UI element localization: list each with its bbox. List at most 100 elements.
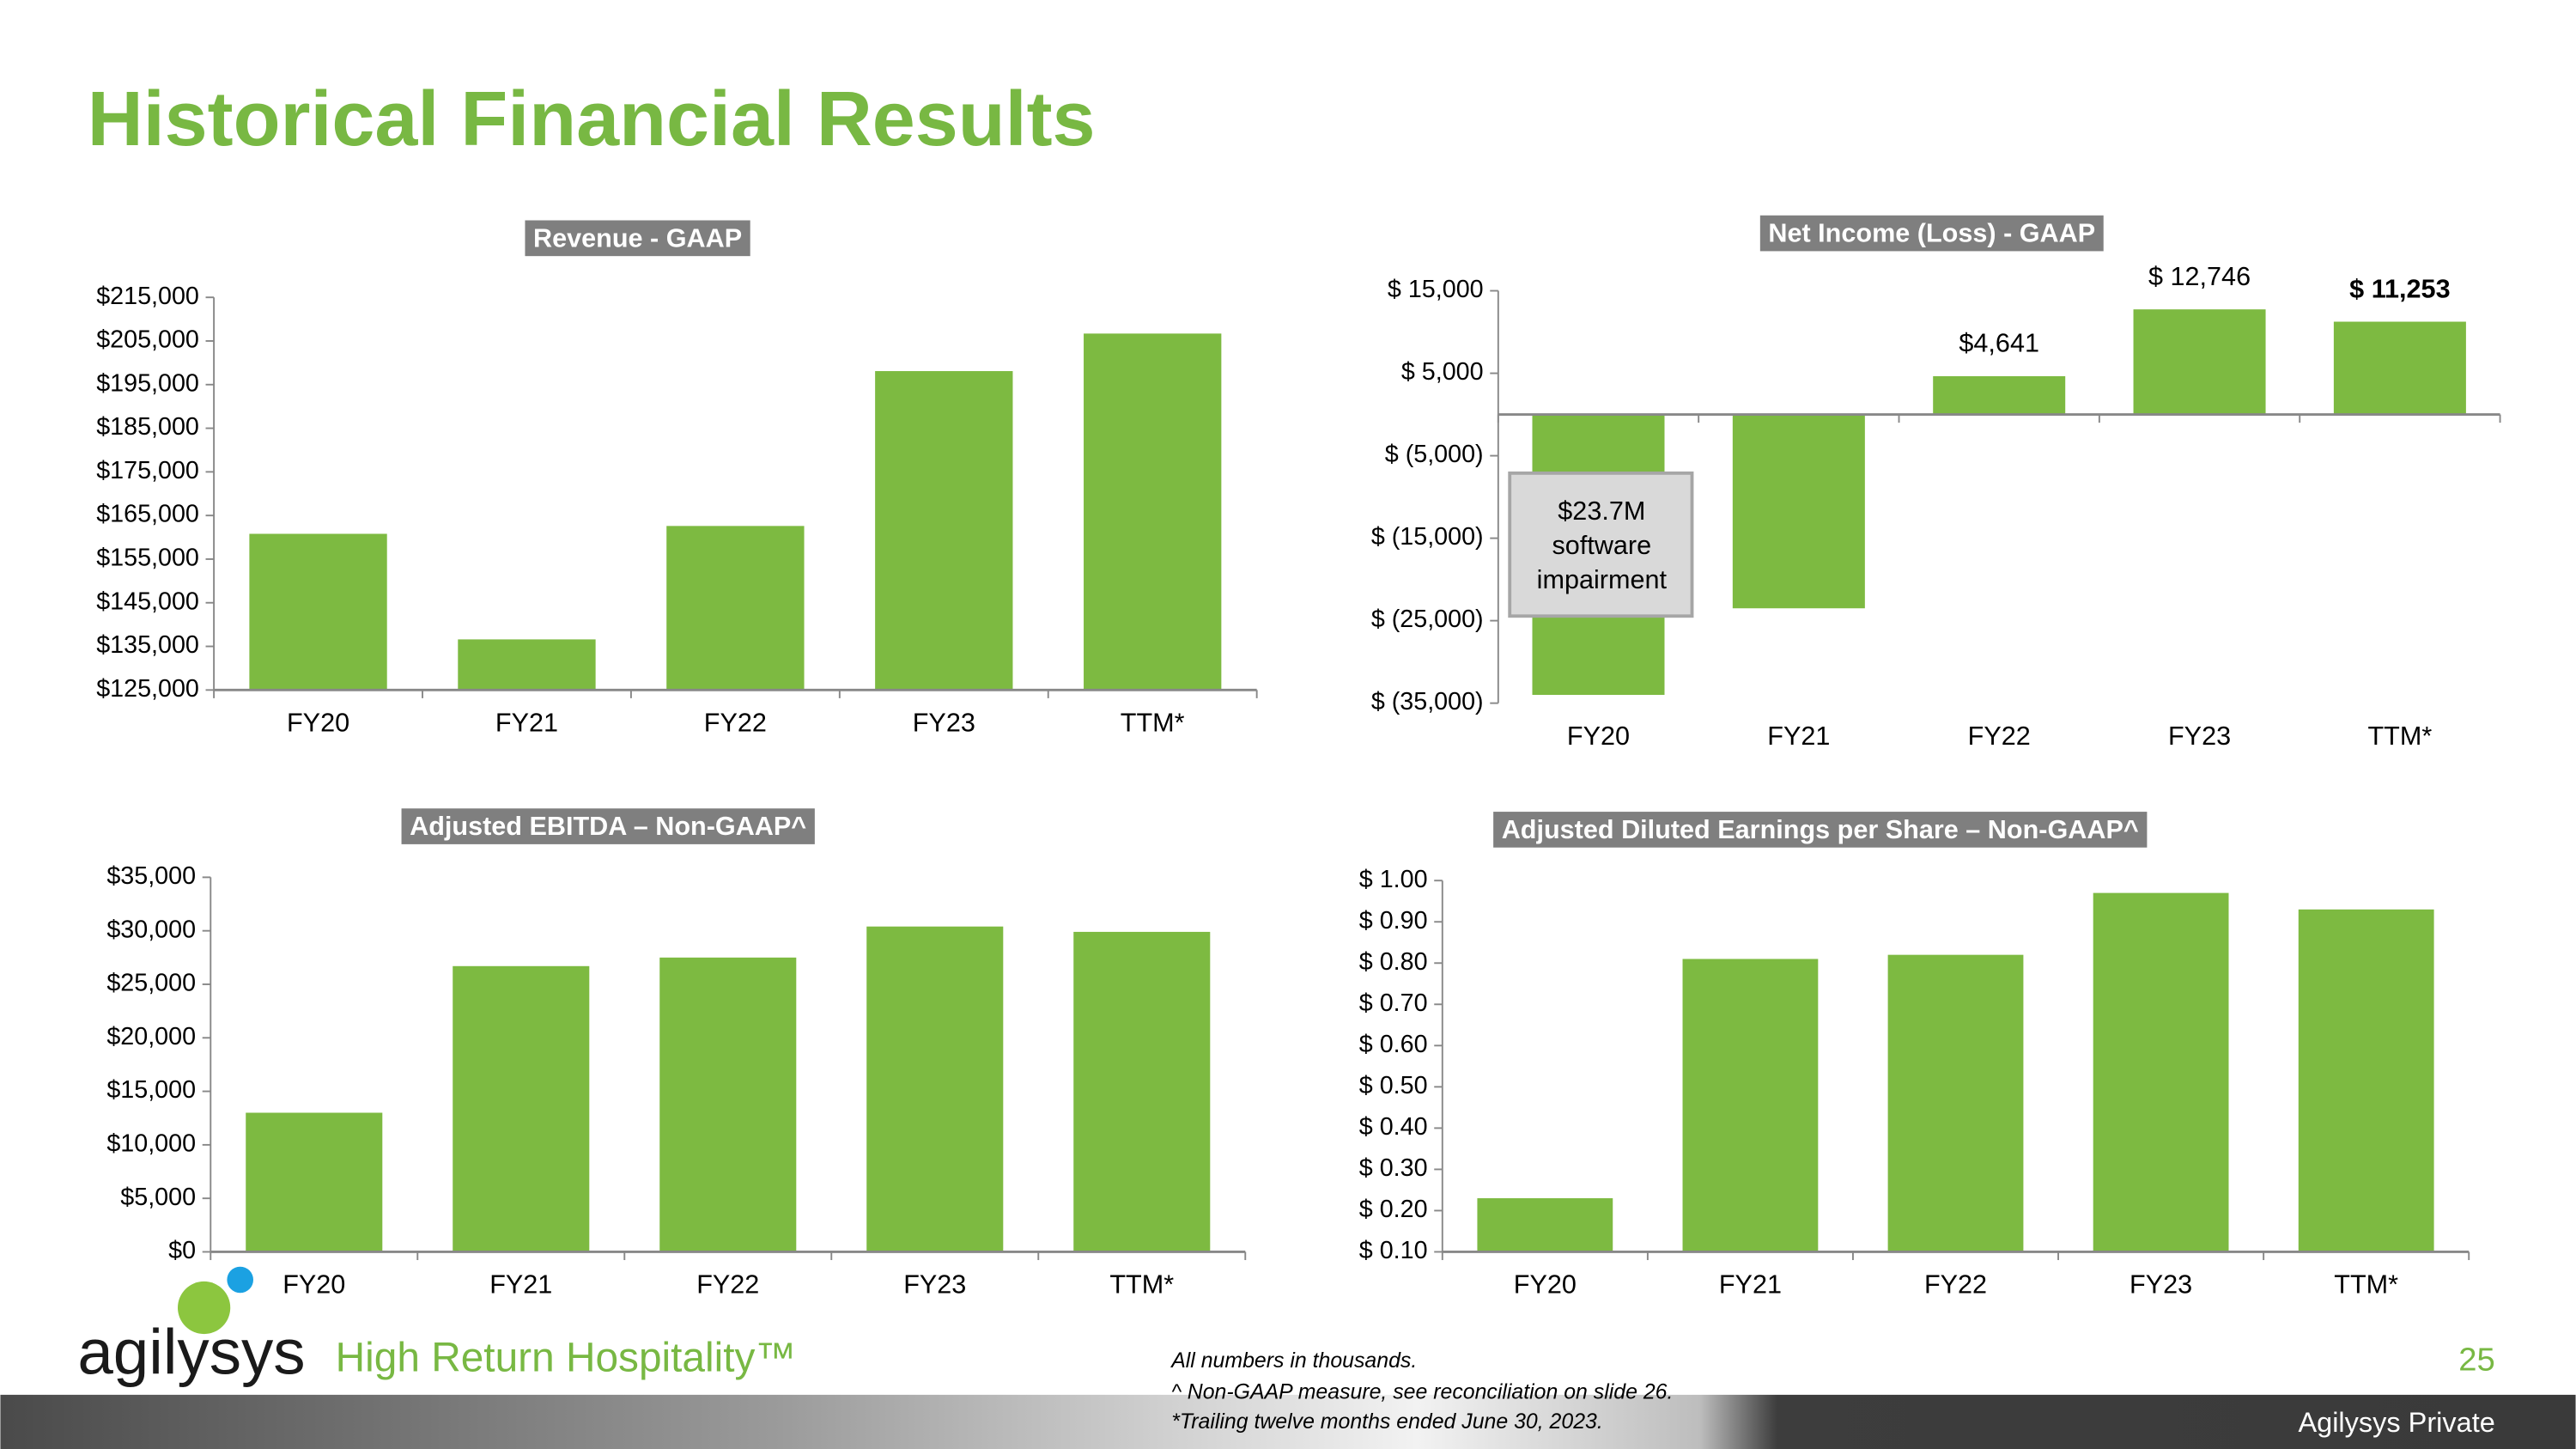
- note: *Trailing twelve months ended June 30, 2…: [1171, 1409, 1603, 1434]
- y-tick-label: $5,000: [120, 1184, 196, 1211]
- y-tick-label: $ (25,000): [1371, 606, 1484, 633]
- y-tick-label: $15,000: [106, 1076, 196, 1104]
- y-tick-label: $10,000: [106, 1129, 196, 1157]
- x-tick-label: FY21: [1767, 721, 1830, 751]
- y-tick-label: $30,000: [106, 916, 196, 943]
- y-tick-label: $ 0.80: [1359, 948, 1428, 976]
- logo-name: agilysys: [77, 1316, 305, 1388]
- chart-title: Adjusted EBITDA – Non-GAAP^: [410, 812, 806, 841]
- y-tick-label: $ 5,000: [1401, 358, 1484, 386]
- y-tick-label: $185,000: [96, 413, 199, 441]
- bar: [1887, 954, 2024, 1252]
- note: All numbers in thousands.: [1170, 1349, 1417, 1373]
- x-tick-label: FY22: [1924, 1270, 1987, 1300]
- y-tick-label: $0: [168, 1237, 196, 1264]
- chart-title-box: [525, 220, 750, 257]
- bar: [1732, 414, 1865, 609]
- y-tick-label: $125,000: [96, 675, 199, 703]
- bar: [1084, 333, 1222, 691]
- bar: [249, 533, 387, 691]
- y-tick-label: $ 0.50: [1359, 1072, 1428, 1099]
- x-tick-label: FY23: [2168, 721, 2231, 751]
- y-tick-label: $ 0.60: [1359, 1031, 1428, 1058]
- x-tick-label: FY23: [2129, 1270, 2192, 1300]
- data-label: $ 12,746: [2148, 262, 2251, 291]
- y-tick-label: $20,000: [106, 1023, 196, 1050]
- chart-title-box: [1759, 215, 2104, 252]
- y-tick-label: $205,000: [96, 326, 199, 354]
- y-tick-label: $ 15,000: [1388, 276, 1484, 303]
- data-label: $4,641: [1959, 329, 2039, 358]
- y-tick-label: $ (35,000): [1371, 688, 1484, 715]
- y-tick-label: $ 0.30: [1359, 1154, 1428, 1182]
- footer-bar: [0, 1394, 2576, 1449]
- slide-title: Historical Financial Results: [88, 76, 1096, 162]
- y-tick-label: $ 0.90: [1359, 907, 1428, 935]
- y-tick-label: $215,000: [96, 283, 199, 310]
- y-tick-label: $135,000: [96, 631, 199, 659]
- y-tick-label: $35,000: [106, 862, 196, 890]
- x-tick-label: TTM*: [2334, 1270, 2398, 1300]
- bar: [1477, 1198, 1613, 1252]
- logo-dot: [178, 1281, 231, 1335]
- y-tick-label: $ (15,000): [1371, 523, 1484, 551]
- x-tick-label: TTM*: [1121, 709, 1185, 738]
- y-tick-label: $25,000: [106, 970, 196, 997]
- x-tick-label: FY22: [1968, 721, 2031, 751]
- annotation: software: [1552, 531, 1652, 560]
- annotation-box: [1508, 471, 1694, 618]
- y-tick-label: $ (5,000): [1385, 441, 1484, 468]
- x-tick-label: FY20: [1514, 1270, 1577, 1300]
- bar: [246, 1112, 383, 1252]
- bar: [866, 926, 1004, 1252]
- y-tick-label: $ 0.10: [1359, 1237, 1428, 1264]
- x-tick-label: FY23: [913, 709, 975, 738]
- bar: [458, 639, 596, 691]
- chart-title-box: [1493, 812, 2148, 848]
- y-tick-label: $ 0.20: [1359, 1196, 1428, 1223]
- chart-title: Adjusted Diluted Earnings per Share – No…: [1502, 815, 2139, 844]
- y-tick-label: $ 1.00: [1359, 866, 1428, 893]
- bar: [2093, 892, 2229, 1252]
- logo-tagline: High Return Hospitality™: [336, 1335, 797, 1380]
- annotation: impairment: [1537, 565, 1668, 594]
- y-tick-label: $195,000: [96, 369, 199, 397]
- bar: [453, 965, 590, 1252]
- y-tick-label: $165,000: [96, 501, 199, 528]
- y-tick-label: $ 0.70: [1359, 989, 1428, 1017]
- bar: [659, 957, 797, 1252]
- data-label: $ 11,253: [2349, 274, 2450, 303]
- y-tick-label: $ 0.40: [1359, 1113, 1428, 1141]
- x-tick-label: TTM*: [1109, 1270, 1174, 1300]
- bar: [2333, 321, 2466, 415]
- x-tick-label: FY20: [283, 1270, 345, 1300]
- bar: [666, 526, 805, 691]
- x-tick-label: FY21: [1719, 1270, 1782, 1300]
- x-tick-label: FY20: [1567, 721, 1630, 751]
- chart-title: Revenue - GAAP: [533, 223, 742, 253]
- bar: [875, 371, 1013, 691]
- bar: [2298, 909, 2434, 1252]
- note: ^ Non-GAAP measure, see reconciliation o…: [1171, 1380, 1673, 1404]
- page-number: 25: [2458, 1342, 2495, 1379]
- chart-title: Net Income (Loss) - GAAP: [1768, 219, 2095, 248]
- annotation: $23.7M: [1558, 496, 1645, 526]
- logo-dot: [227, 1266, 253, 1294]
- x-tick-label: FY22: [696, 1270, 759, 1300]
- x-tick-label: TTM*: [2368, 721, 2433, 751]
- bar: [1933, 376, 2066, 415]
- x-tick-label: FY23: [903, 1270, 966, 1300]
- chart-title-box: [401, 808, 815, 844]
- x-tick-label: FY22: [704, 709, 767, 738]
- y-tick-label: $145,000: [96, 588, 199, 615]
- x-tick-label: FY21: [489, 1270, 552, 1300]
- bar: [1682, 959, 1819, 1252]
- y-tick-label: $175,000: [96, 457, 199, 484]
- bar: [2133, 309, 2266, 415]
- y-tick-label: $155,000: [96, 545, 199, 572]
- x-tick-label: FY20: [287, 709, 349, 738]
- x-tick-label: FY21: [495, 709, 558, 738]
- classification: Agilysys Private: [2298, 1407, 2494, 1438]
- bar: [1073, 931, 1211, 1252]
